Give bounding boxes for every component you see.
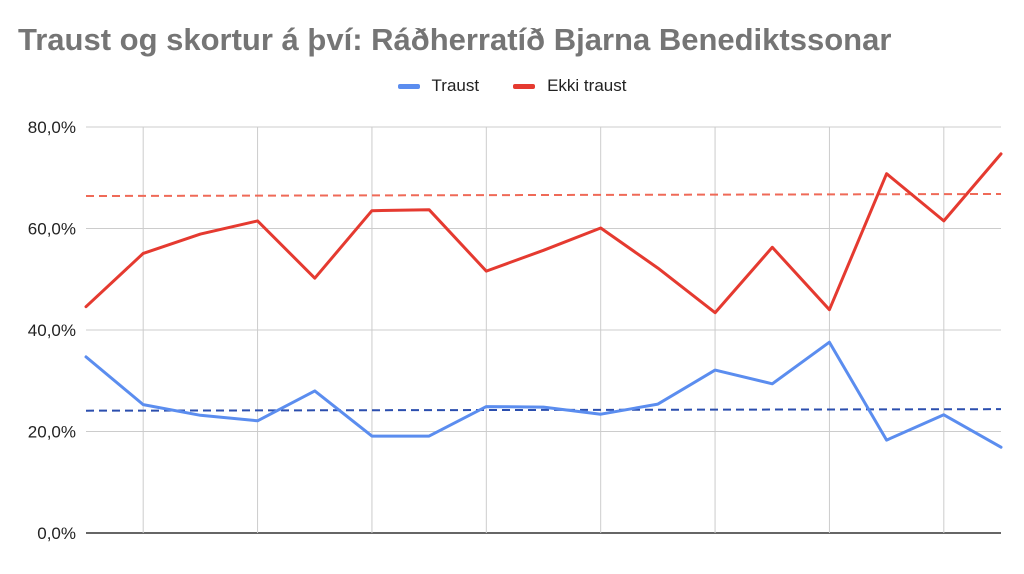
- legend-label-traust: Traust: [431, 76, 480, 95]
- series-line-ekki-traust: [84, 152, 1003, 315]
- series-line-traust: [84, 340, 1003, 449]
- trendline-traust: [85, 408, 1002, 412]
- legend-swatch-ekki-traust: [513, 83, 536, 89]
- trendline-ekki-traust: [85, 192, 1002, 198]
- legend-item-traust[interactable]: Traust: [397, 76, 480, 96]
- legend: Traust Ekki traust: [0, 76, 1024, 96]
- y-tick-label: 60,0%: [28, 220, 76, 239]
- trendlines: [85, 192, 1002, 412]
- y-tick-label: 40,0%: [28, 321, 76, 340]
- chart-title: Traust og skortur á því: Ráðherratíð Bja…: [18, 22, 892, 57]
- legend-label-ekki-traust: Ekki traust: [547, 76, 627, 95]
- legend-item-ekki-traust[interactable]: Ekki traust: [513, 76, 626, 96]
- y-tick-label: 80,0%: [28, 118, 76, 137]
- series-lines: [84, 152, 1003, 449]
- y-tick-label: 20,0%: [28, 423, 76, 442]
- grid: [86, 126, 1001, 534]
- y-axis: 0,0% 20,0% 40,0% 60,0% 80,0%: [28, 118, 76, 543]
- y-tick-label: 0,0%: [37, 524, 76, 543]
- legend-swatch-traust: [397, 83, 420, 89]
